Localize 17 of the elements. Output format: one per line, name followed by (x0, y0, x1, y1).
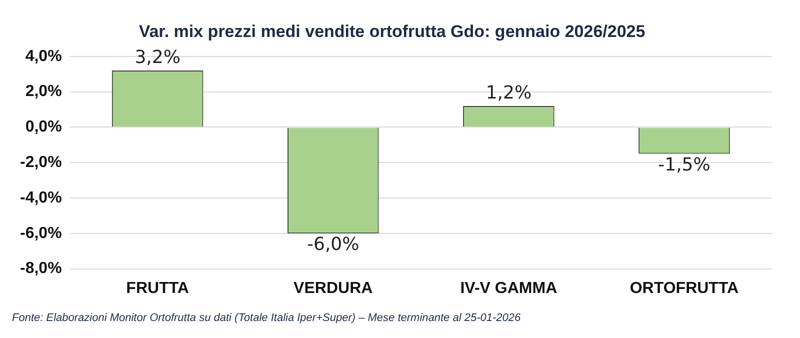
y-tick-label: -8,0% (20, 260, 62, 278)
data-label: -1,5% (658, 154, 710, 176)
y-tick-label: 2,0% (25, 83, 62, 100)
x-tick-label: ORTOFRUTTA (630, 280, 740, 297)
data-label: 1,2% (486, 82, 532, 104)
x-tick-label: FRUTTA (126, 280, 190, 297)
y-tick-label: -6,0% (20, 224, 62, 242)
x-tick-label: IV-V GAMMA (460, 280, 558, 297)
y-tick-label: 0,0% (25, 118, 62, 136)
data-label: -6,0% (307, 234, 360, 256)
x-tick-label: VERDURA (294, 280, 374, 297)
y-tick-label: -4,0% (20, 189, 62, 206)
y-tick-label: 4,0% (25, 48, 62, 65)
y-tick-label: -2,0% (20, 154, 62, 172)
chart-title: Var. mix prezzi medi vendite ortofrutta Gdo: gennaio 2026/2025 (138, 22, 646, 41)
source-note: Fonte: Elaborazioni Monitor Ortofrutta su dati (Totale Italia Iper+Super) – Mese terminante al 25-01-2026 (11, 312, 522, 324)
data-label: 3,2% (134, 47, 180, 68)
